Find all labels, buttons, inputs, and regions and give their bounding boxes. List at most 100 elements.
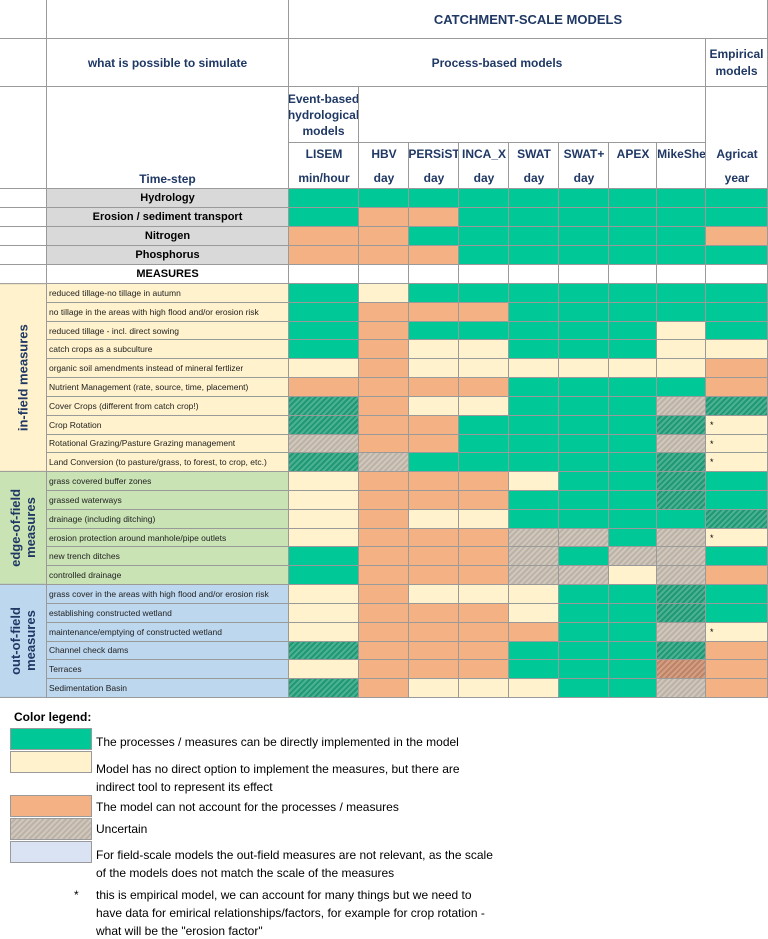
header-empirical: Empirical models [705, 38, 768, 87]
status-cell [656, 565, 706, 586]
status-cell [288, 584, 359, 604]
status-cell [656, 264, 706, 284]
status-cell [458, 678, 509, 698]
model-name: APEX [616, 147, 650, 161]
status-cell [558, 264, 609, 284]
status-cell [508, 546, 559, 567]
status-cell [288, 395, 359, 416]
status-cell [288, 414, 359, 435]
status-cell [358, 546, 409, 567]
status-cell [458, 546, 509, 567]
status-cell [558, 433, 609, 454]
cell-note: * [710, 457, 714, 468]
status-cell [458, 527, 509, 548]
status-cell [656, 339, 706, 360]
status-cell [288, 678, 359, 698]
status-cell [508, 527, 559, 548]
status-cell [358, 433, 409, 454]
header-process: Process-based models [288, 38, 706, 87]
status-cell [508, 621, 559, 642]
status-cell [408, 621, 459, 642]
status-cell [508, 358, 559, 379]
model-header: APEX [608, 142, 657, 189]
status-cell [458, 659, 509, 680]
legend-text: For field-scale models the out-field mea… [96, 848, 493, 880]
model-header: INCA_X day [458, 142, 509, 189]
status-cell [656, 320, 706, 341]
status-cell [656, 207, 706, 227]
status-cell [705, 188, 768, 208]
model-header: MikeShe [656, 142, 706, 189]
process-label: Phosphorus [46, 245, 289, 265]
status-cell [608, 339, 657, 360]
status-cell [358, 358, 409, 379]
status-cell [458, 377, 509, 397]
status-cell [358, 339, 409, 360]
status-cell [656, 678, 706, 698]
status-cell [288, 621, 359, 642]
cell-note: * [710, 626, 714, 637]
status-cell [558, 508, 609, 529]
measure-label: Cover Crops (different from catch crop!) [46, 395, 289, 416]
group-label: edge-of-field measures [0, 471, 47, 586]
measure-label: Rotational Grazing/Pasture Grazing manag… [46, 433, 289, 454]
measure-label: catch crops as a subculture [46, 339, 289, 360]
status-cell [508, 188, 559, 208]
status-cell [288, 640, 359, 661]
process-label: Nitrogen [46, 226, 289, 246]
status-cell [558, 490, 609, 510]
status-cell [558, 245, 609, 265]
status-cell [288, 565, 359, 586]
status-cell [288, 339, 359, 360]
status-cell [408, 377, 459, 397]
status-cell [358, 640, 409, 661]
process-label: Erosion / sediment transport [46, 207, 289, 227]
status-cell [656, 659, 706, 680]
legend-swatch [10, 728, 92, 750]
status-cell [358, 452, 409, 473]
status-cell: * [705, 414, 768, 435]
status-cell [288, 207, 359, 227]
status-cell [656, 527, 706, 548]
measure-label: Crop Rotation [46, 414, 289, 435]
model-timestep: min/hour [298, 171, 350, 185]
status-cell [508, 659, 559, 680]
status-cell [558, 678, 609, 698]
status-cell [408, 245, 459, 265]
status-cell [408, 471, 459, 491]
status-cell [358, 207, 409, 227]
status-cell [288, 264, 359, 284]
status-cell [558, 320, 609, 341]
status-cell [508, 565, 559, 586]
status-cell [288, 283, 359, 303]
status-cell [358, 283, 409, 303]
status-cell [288, 490, 359, 510]
measure-label: organic soil amendments instead of miner… [46, 358, 289, 379]
status-cell [358, 678, 409, 698]
status-cell [608, 377, 657, 397]
process-label: Hydrology [46, 188, 289, 208]
status-cell [288, 433, 359, 454]
model-timestep: day [573, 171, 595, 185]
status-cell [288, 527, 359, 548]
legend-title: Color legend: [14, 710, 92, 724]
status-cell [558, 584, 609, 604]
status-cell [558, 283, 609, 303]
header-blank [0, 86, 47, 189]
status-cell [358, 395, 409, 416]
model-name: SWAT+ [563, 147, 605, 161]
status-cell [358, 264, 409, 284]
model-name: SWAT [517, 147, 551, 161]
status-cell [608, 433, 657, 454]
status-cell [458, 301, 509, 322]
status-cell [608, 264, 657, 284]
status-cell [656, 188, 706, 208]
status-cell [458, 490, 509, 510]
status-cell [558, 659, 609, 680]
measure-label: maintenance/emptying of constructed wetl… [46, 621, 289, 642]
status-cell [458, 264, 509, 284]
status-cell [358, 245, 409, 265]
status-cell [705, 377, 768, 397]
status-cell [608, 640, 657, 661]
status-cell [458, 584, 509, 604]
